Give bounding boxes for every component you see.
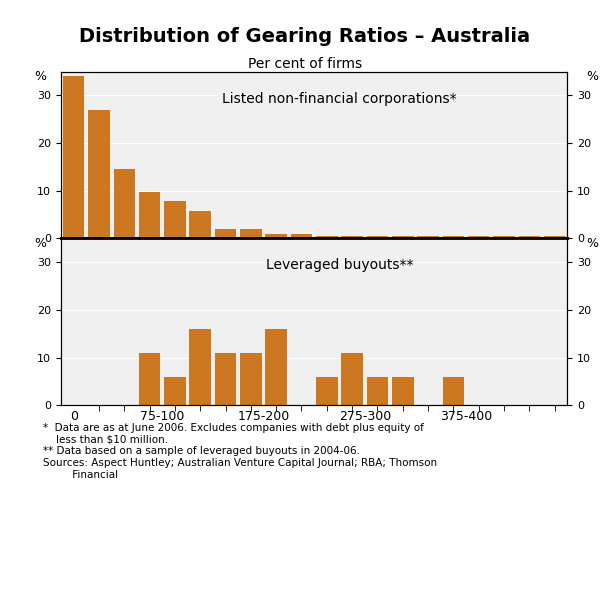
Text: Listed non-financial corporations*: Listed non-financial corporations* — [222, 92, 457, 105]
Bar — [88, 110, 110, 238]
Text: Per cent of firms: Per cent of firms — [248, 57, 362, 70]
Bar — [342, 236, 363, 238]
Text: Leveraged buyouts**: Leveraged buyouts** — [266, 259, 413, 272]
Bar — [215, 229, 236, 238]
Y-axis label: %: % — [35, 237, 47, 250]
Bar — [240, 229, 262, 238]
Bar — [468, 236, 489, 238]
Y-axis label: %: % — [35, 70, 47, 83]
Bar — [139, 353, 160, 405]
Bar — [63, 76, 84, 238]
Bar — [139, 192, 160, 238]
Bar — [215, 353, 236, 405]
Bar — [190, 329, 211, 405]
Bar — [443, 377, 464, 405]
Bar — [392, 377, 414, 405]
Bar — [367, 236, 388, 238]
Bar — [417, 236, 439, 238]
Bar — [544, 236, 565, 238]
Bar — [164, 377, 185, 405]
Bar — [164, 201, 185, 238]
Text: *  Data are as at June 2006. Excludes companies with debt plus equity of
    les: * Data are as at June 2006. Excludes com… — [43, 423, 437, 480]
Bar — [316, 377, 337, 405]
Bar — [493, 236, 515, 238]
Bar — [518, 236, 540, 238]
Bar — [240, 353, 262, 405]
Bar — [367, 377, 388, 405]
Bar — [265, 234, 287, 238]
Bar — [342, 353, 363, 405]
Bar — [291, 234, 312, 238]
Bar — [113, 169, 135, 238]
Y-axis label: %: % — [587, 237, 598, 250]
Bar — [443, 236, 464, 238]
Y-axis label: %: % — [587, 70, 598, 83]
Bar — [190, 211, 211, 238]
Bar — [316, 236, 337, 238]
Text: Distribution of Gearing Ratios – Australia: Distribution of Gearing Ratios – Austral… — [79, 27, 531, 46]
Bar — [265, 329, 287, 405]
Bar — [392, 236, 414, 238]
